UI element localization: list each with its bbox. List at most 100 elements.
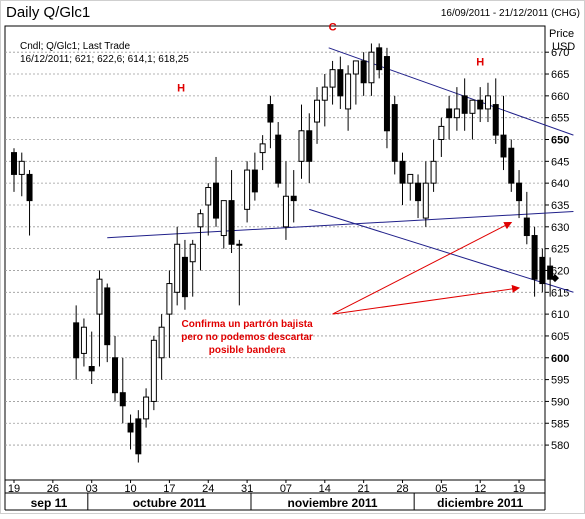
x-tick-label: 12 xyxy=(474,483,486,495)
candle-body xyxy=(461,95,468,114)
candle xyxy=(112,335,119,402)
y-axis-unit: USD xyxy=(552,41,575,53)
y-tick-label: 610 xyxy=(551,309,569,321)
candle xyxy=(415,174,422,219)
candle-body xyxy=(337,69,344,97)
candle xyxy=(104,283,111,363)
month-axis: sep 11 octubre 2011 noviembre 2011 diciembr… xyxy=(31,493,524,510)
candle-body xyxy=(80,326,87,354)
y-tick-label: 670 xyxy=(551,47,569,59)
candle-body xyxy=(73,322,80,359)
candle-body xyxy=(321,86,328,101)
candle-body xyxy=(329,69,336,88)
candle xyxy=(166,270,173,358)
candle xyxy=(251,152,258,201)
y-tick-label: 640 xyxy=(551,178,569,190)
y-tick-label: 635 xyxy=(551,200,569,212)
month-label: octubre 2011 xyxy=(133,496,207,510)
candle xyxy=(407,173,414,201)
candle-body xyxy=(399,160,406,184)
y-tick-label: 590 xyxy=(551,396,569,408)
candle xyxy=(539,248,546,293)
candle-body xyxy=(11,152,17,175)
trendline-lower-support xyxy=(309,208,574,293)
y-axis: Price USD 580 585 590 595 600 605 610 615 620 625… xyxy=(545,28,575,452)
candle xyxy=(282,161,289,240)
candle xyxy=(143,388,150,428)
candle xyxy=(446,95,453,140)
candle xyxy=(298,104,305,179)
candle xyxy=(290,170,297,223)
pattern-labels: H C H xyxy=(177,21,484,94)
annotation-arrow xyxy=(332,221,513,315)
candle-body xyxy=(391,104,398,162)
month-label: noviembre 2011 xyxy=(288,496,378,510)
candle-body xyxy=(158,326,165,359)
candle-body xyxy=(298,130,305,162)
candle-body xyxy=(135,418,142,455)
annotation-arrow xyxy=(332,284,521,315)
x-tick-label: 10 xyxy=(124,483,136,495)
candle-body xyxy=(492,104,499,136)
candle-body xyxy=(422,182,429,219)
candle-body xyxy=(236,243,243,246)
info-line-1: Cndl; Q/Glc1; Last Trade xyxy=(20,41,130,52)
trendline-upper-support xyxy=(107,211,574,239)
candle-body xyxy=(547,265,554,280)
candle xyxy=(314,87,321,144)
candle xyxy=(205,183,212,236)
candle xyxy=(267,95,274,149)
candle-body xyxy=(306,130,313,162)
x-axis: 19 26 03 10 17 24 31 07 14 21 28 05 12 19 xyxy=(8,480,525,495)
candle-body xyxy=(197,213,204,228)
gridlines xyxy=(5,51,545,446)
candle-body xyxy=(88,366,95,372)
candle xyxy=(469,99,476,140)
y-tick-label: 595 xyxy=(551,375,569,387)
candle-body xyxy=(500,134,507,158)
candle xyxy=(150,335,157,411)
x-tick-label: 05 xyxy=(435,483,447,495)
candle xyxy=(383,47,390,149)
x-tick-label: 19 xyxy=(513,483,525,495)
candle-body xyxy=(376,47,383,71)
y-tick-label: 620 xyxy=(551,265,569,277)
pattern-label-h: H xyxy=(476,56,484,68)
candle-body xyxy=(446,108,453,119)
candle-body xyxy=(112,357,119,394)
candle xyxy=(189,239,196,297)
x-tick-label: 03 xyxy=(86,483,98,495)
candle-body xyxy=(18,160,25,175)
candle-body xyxy=(477,99,484,110)
candle xyxy=(26,170,33,236)
y-tick-label: 600 xyxy=(551,353,569,365)
candle xyxy=(360,52,367,96)
x-tick-label: 28 xyxy=(396,483,408,495)
x-tick-label: 26 xyxy=(47,483,59,495)
y-tick-label: 630 xyxy=(551,222,569,234)
candle xyxy=(244,161,251,223)
candle-body xyxy=(174,243,181,293)
pattern-label-c: C xyxy=(329,21,337,33)
candle-body xyxy=(127,422,134,433)
y-tick-label: 615 xyxy=(551,287,569,299)
candle-body xyxy=(360,60,367,84)
y-tick-label: 585 xyxy=(551,418,569,430)
candle-body xyxy=(119,392,126,407)
plot-border xyxy=(4,25,546,481)
candle xyxy=(96,270,103,367)
candle xyxy=(376,43,383,79)
candle xyxy=(306,113,313,184)
y-tick-label: 650 xyxy=(551,135,569,147)
pattern-label-h: H xyxy=(177,82,185,94)
y-tick-label: 655 xyxy=(551,113,569,125)
candle-body xyxy=(275,134,282,184)
candle xyxy=(228,170,235,253)
candle-body xyxy=(438,125,445,141)
annotation: Confirma un partrón bajista pero no podem… xyxy=(181,221,521,356)
candle-body xyxy=(282,195,289,228)
